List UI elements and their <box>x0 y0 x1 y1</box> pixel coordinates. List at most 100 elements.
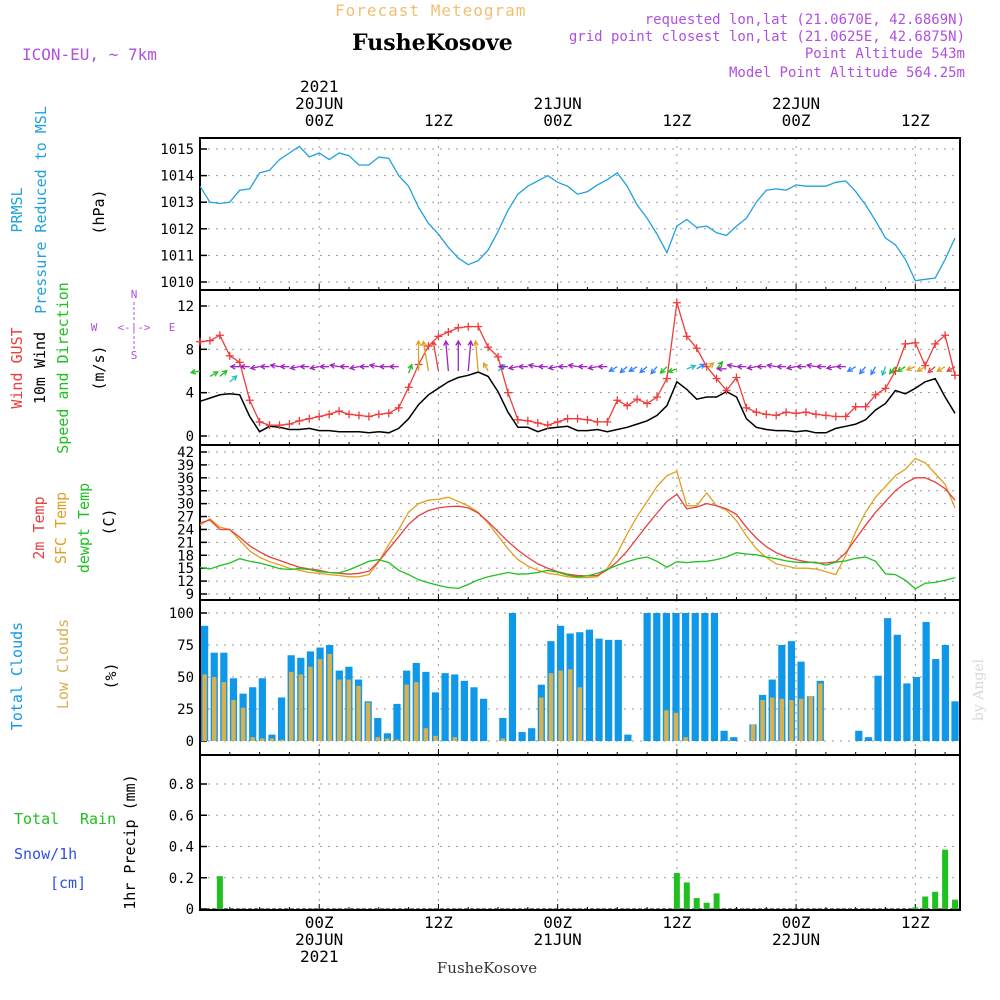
temp-tick-label-2: 15 <box>177 561 194 577</box>
total-cloud-bar-27 <box>460 680 468 741</box>
gust-marker-68 <box>871 390 880 399</box>
temp-tick-label-8: 33 <box>177 484 194 500</box>
temp-tick-label-1: 12 <box>177 574 194 590</box>
low-cloud-bar-20 <box>394 739 400 741</box>
wind-arrow-64 <box>825 364 836 371</box>
sfc-temp-line <box>199 457 956 579</box>
gust-marker-5 <box>245 396 254 405</box>
total-cloud-bar-72 <box>893 634 901 741</box>
wind-arrow-56 <box>746 364 757 371</box>
total-cloud-bar-73 <box>903 683 911 741</box>
panel-wind: 0 4 8 12 <box>177 289 961 446</box>
wind-arrow-26 <box>455 339 462 371</box>
wind-tick-label-0: 0 <box>186 429 194 445</box>
temp-tick-label-3: 18 <box>177 548 194 564</box>
gust-marker-25 <box>444 328 453 336</box>
total-cloud-bar-69 <box>864 737 873 741</box>
gust-marker-36 <box>553 417 562 426</box>
total-cloud-bar-70 <box>874 675 882 741</box>
wind-arrow-18 <box>368 362 379 369</box>
total-cloud-bar-29 <box>479 698 488 741</box>
precip-bar-2 <box>683 882 690 909</box>
dewpt-temp-line <box>199 552 956 590</box>
gust-marker-66 <box>851 402 860 411</box>
gust-marker-71 <box>901 339 910 348</box>
wind-arrow-57 <box>755 363 767 370</box>
total-cloud-bar-68 <box>855 730 863 741</box>
wind-tick-label-3: 12 <box>177 299 194 315</box>
top-time-label-2-2: 00Z <box>543 111 572 130</box>
wind-tick-label-2: 8 <box>186 342 194 358</box>
wind-gust-label: Wind GUST <box>8 327 26 408</box>
total-cloud-bar-76 <box>932 659 940 741</box>
gust-marker-49 <box>682 332 691 341</box>
precip-tick-label-4: 0.8 <box>169 777 194 793</box>
wind-arrow-55 <box>736 363 747 370</box>
gust-marker-61 <box>802 408 811 417</box>
total-cloud-bar-53 <box>710 613 719 741</box>
precip-bar-0 <box>216 876 223 909</box>
clouds-unit: (%) <box>102 662 120 689</box>
top-time-label-5-2: 12Z <box>901 111 930 130</box>
wind-arrow-45 <box>639 366 648 374</box>
low-cloud-bar-8 <box>279 739 284 741</box>
wind-arrow-72 <box>905 365 916 372</box>
wind-arrow-6 <box>249 364 260 371</box>
pressure-tick-label-4: 1014 <box>160 169 194 185</box>
pressure-label-1: PRMSL <box>8 187 26 232</box>
low-cloud-bar-38 <box>567 669 573 741</box>
bottom-time-label-2-1: 21JUN <box>534 930 582 949</box>
wind-arrow-53 <box>716 365 727 372</box>
clouds-tick-label-2: 50 <box>177 670 194 686</box>
wind-arrow-49 <box>686 364 697 370</box>
gust-marker-11 <box>305 414 314 423</box>
gust-marker-31 <box>503 388 512 397</box>
total-cloud-bar-75 <box>922 621 930 741</box>
wind-arrow-76 <box>946 366 956 372</box>
closest-point: grid point closest lon,lat (21.0625E, 42… <box>569 29 965 45</box>
wind-arrow-75 <box>936 366 946 372</box>
wind-arrow-73 <box>916 366 926 372</box>
temp-tick-label-4: 21 <box>177 535 194 551</box>
low-cloud-bar-26 <box>452 737 457 741</box>
bottom-time-label-0-1: 20JUN <box>295 930 343 949</box>
total-cloud-bar-34 <box>528 728 536 741</box>
gust-marker-47 <box>662 374 671 383</box>
total-cloud-bar-7 <box>268 734 276 741</box>
gust-marker-41 <box>603 417 612 426</box>
precip-tick-label-3: 0.6 <box>169 808 194 824</box>
gust-marker-56 <box>752 408 761 417</box>
temp-tick-label-7: 30 <box>177 497 194 513</box>
wind-arrow-34 <box>527 362 538 369</box>
wind-arrow-51 <box>706 362 715 370</box>
precip-bar-8 <box>932 891 939 909</box>
precip-bar-5 <box>713 893 720 909</box>
footer-location: FusheKosove <box>437 959 537 977</box>
total-cloud-bar-20 <box>393 703 401 741</box>
precip-bar-3 <box>693 898 700 909</box>
gust-marker-64 <box>831 412 840 421</box>
total-cloud-bar-44 <box>624 734 632 741</box>
low-cloud-bar-19 <box>385 738 390 741</box>
point-altitude: Point Altitude 543m <box>805 46 965 62</box>
low-cloud-bar-12 <box>317 659 323 741</box>
wind-arrow-7 <box>259 363 270 370</box>
wind-arrow-25 <box>443 339 450 372</box>
gust-marker-35 <box>543 421 552 430</box>
total-cloud-bar-24 <box>431 692 440 741</box>
gust-marker-19 <box>384 409 393 418</box>
precip-bar-6 <box>912 907 919 909</box>
clouds-tick-label-3: 75 <box>177 638 194 654</box>
panel-precip: 0 0.2 0.4 0.6 0.8 <box>169 754 961 918</box>
wind-arrow-65 <box>835 363 846 370</box>
gust-marker-13 <box>325 410 334 419</box>
gust-marker-7 <box>265 421 274 430</box>
gust-marker-14 <box>335 407 344 416</box>
gust-marker-34 <box>533 419 542 427</box>
bottom-time-label-1-0: 12Z <box>424 913 453 932</box>
compass-legend: W <-|-> E N S <box>91 288 176 362</box>
top-time-label-0-0: 2021 <box>300 77 339 96</box>
gust-marker-9 <box>285 420 294 429</box>
gust-marker-37 <box>563 414 572 423</box>
low-cloud-bar-63 <box>808 696 813 741</box>
